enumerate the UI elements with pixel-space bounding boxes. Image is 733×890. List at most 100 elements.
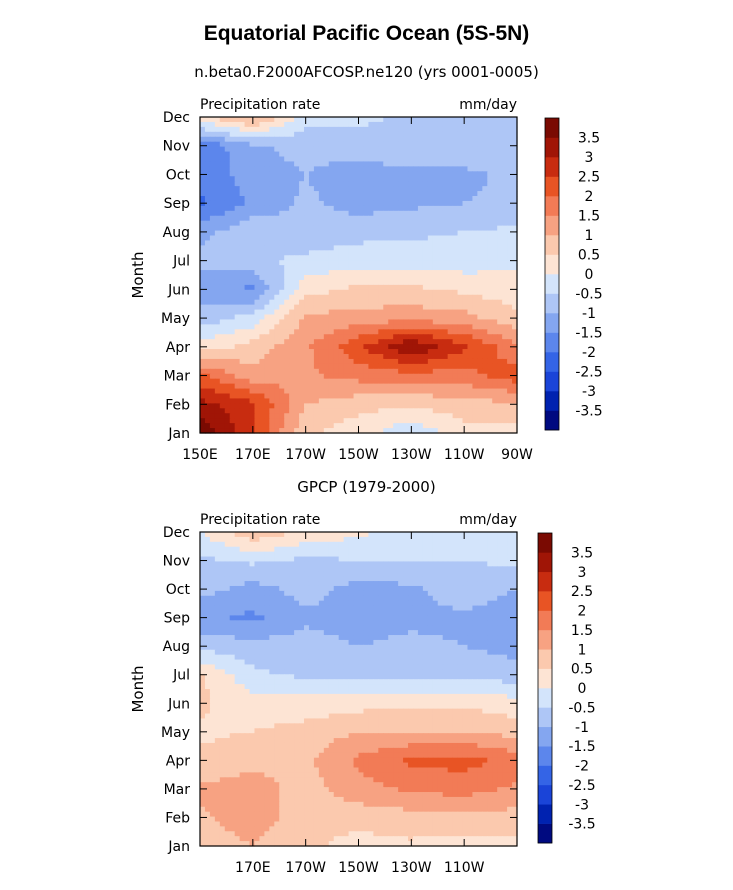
heat-cell (279, 344, 285, 350)
heat-cell (432, 561, 439, 567)
heat-cell (497, 324, 503, 330)
heat-cell (234, 358, 241, 365)
heat-cell (284, 294, 290, 301)
heat-cell (398, 289, 404, 296)
heat-cell (333, 220, 340, 227)
heat-cell (457, 418, 464, 424)
heat-cell (294, 250, 300, 256)
heat-cell (502, 294, 508, 301)
heat-cell (378, 358, 384, 365)
heat-cell (393, 220, 399, 227)
heat-cell (204, 181, 211, 187)
heat-cell (214, 205, 221, 212)
heat-cell (323, 191, 330, 197)
heat-cell (462, 581, 469, 587)
heat-cell (472, 196, 478, 202)
heat-cell (502, 161, 508, 167)
heat-cell (412, 354, 419, 360)
heat-cell (462, 556, 469, 563)
heat-cell (308, 146, 315, 153)
heat-cell (343, 245, 350, 251)
heat-cell (487, 561, 493, 567)
heat-cell (304, 245, 310, 251)
heat-cell (279, 556, 285, 563)
heat-cell (432, 319, 439, 325)
heat-cell (279, 334, 285, 340)
heat-cell (462, 166, 469, 172)
heat-cell (487, 423, 493, 429)
heat-cell (432, 196, 439, 202)
heat-cell (437, 289, 444, 296)
heat-cell (249, 324, 256, 330)
heat-cell (214, 566, 221, 572)
heat-cell (452, 541, 459, 548)
heat-cell (294, 245, 300, 251)
heat-cell (447, 314, 454, 321)
heat-cell (368, 344, 374, 350)
heat-cell (373, 265, 379, 271)
heat-cell (318, 191, 325, 197)
heat-cell (219, 126, 226, 133)
heat-cell (313, 250, 320, 256)
heat-cell (343, 393, 350, 400)
heat-cell (343, 344, 350, 350)
heat-cell (373, 329, 379, 335)
heat-cell (338, 250, 345, 256)
heat-cell (313, 309, 320, 316)
heat-cell (308, 541, 315, 548)
heat-cell (239, 556, 246, 563)
heat-cell (378, 576, 384, 582)
heat-cell (313, 585, 320, 592)
heat-cell (200, 383, 206, 390)
heat-cell (209, 532, 216, 538)
heat-cell (343, 166, 350, 172)
heat-cell (378, 314, 384, 321)
heat-cell (279, 181, 285, 187)
heat-cell (507, 284, 513, 291)
heat-cell (204, 368, 211, 375)
heat-cell (398, 131, 404, 138)
heat-cell (368, 210, 374, 217)
heat-cell (388, 136, 394, 143)
heat-cell (482, 299, 488, 306)
heat-cell (373, 566, 379, 572)
heat-cell (264, 551, 270, 558)
heat-cell (264, 354, 270, 360)
heat-cell (497, 136, 503, 143)
heat-cell (304, 136, 310, 143)
heat-cell (408, 413, 414, 419)
heat-cell (323, 383, 330, 390)
heat-cell (229, 561, 236, 567)
heat-cell (427, 245, 434, 251)
heat-cell (323, 230, 330, 237)
heat-cell (209, 156, 216, 163)
heat-cell (224, 319, 231, 325)
heat-cell (308, 304, 315, 311)
heat-cell (363, 378, 369, 385)
heat-cell (318, 344, 325, 350)
heat-cell (353, 576, 360, 582)
heat-cell (204, 551, 211, 558)
heat-cell (467, 536, 474, 543)
heat-cell (353, 309, 360, 316)
heat-cell (403, 186, 409, 192)
heat-cell (209, 423, 216, 429)
heat-cell (452, 354, 459, 360)
heat-cell (502, 240, 508, 246)
heat-cell (398, 245, 404, 251)
heat-cell (467, 176, 474, 182)
heat-cell (378, 398, 384, 404)
heat-cell (373, 383, 379, 390)
heat-cell (219, 156, 226, 163)
heat-cell (412, 191, 419, 197)
heat-cell (209, 299, 216, 306)
heat-cell (338, 398, 345, 404)
heat-cell (502, 581, 508, 587)
heat-cell (417, 541, 424, 548)
heat-cell (219, 403, 226, 409)
heat-cell (482, 240, 488, 246)
heat-cell (447, 393, 454, 400)
heat-cell (209, 136, 216, 143)
heat-cell (338, 186, 345, 192)
heat-cell (363, 541, 369, 548)
